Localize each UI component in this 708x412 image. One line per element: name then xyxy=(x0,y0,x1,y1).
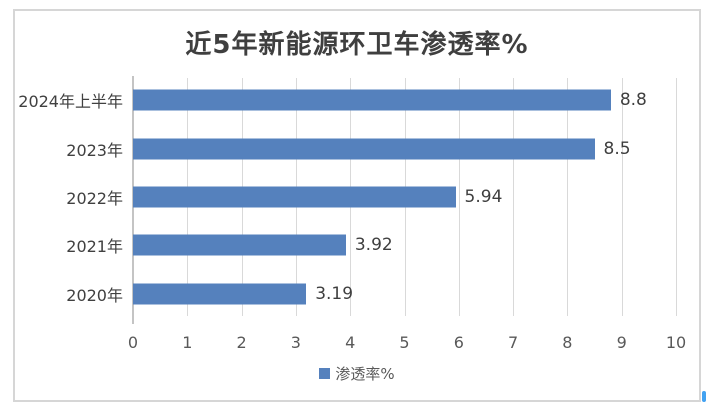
x-tick-label: 4 xyxy=(345,333,356,352)
bar-2023年[interactable] xyxy=(133,138,595,160)
gridline xyxy=(621,78,623,316)
gridline xyxy=(676,78,677,316)
category-labels: 2024年上半年 2023年 2022年 2021年 2020年 xyxy=(15,76,123,318)
x-tick-label: 5 xyxy=(399,333,410,352)
category-label: 2024年上半年 xyxy=(18,92,123,112)
chart-frame: 近5年新能源环卫车渗透率% 2024年上半年 2023年 2022年 2021年 202… xyxy=(13,9,701,402)
chart-title: 近5年新能源环卫车渗透率% xyxy=(185,30,529,60)
x-tick-label: 7 xyxy=(508,333,519,352)
plot-area: 8.8 8.5 5.94 3.92 3.19 xyxy=(132,76,677,324)
x-tick-label: 9 xyxy=(616,333,627,352)
bar-row: 8.8 xyxy=(133,76,676,124)
category-label: 2020年 xyxy=(66,285,123,305)
bar-2020年[interactable] xyxy=(133,283,307,305)
bar-value-label: 5.94 xyxy=(464,187,503,208)
bar-value-label: 3.19 xyxy=(315,283,354,304)
category-label: 2021年 xyxy=(66,237,123,257)
category-label: 2022年 xyxy=(66,189,123,209)
gridline xyxy=(567,78,569,316)
bar-row: 3.92 xyxy=(133,221,676,269)
category-label: 2023年 xyxy=(66,140,123,160)
bar-row: 5.94 xyxy=(133,173,676,221)
gridline xyxy=(513,78,515,316)
x-tick-label: 2 xyxy=(236,333,247,352)
bar-value-label: 8.8 xyxy=(619,90,647,111)
x-tick-label: 10 xyxy=(665,333,687,352)
legend[interactable]: 渗透率% xyxy=(15,363,699,384)
bar-2021年[interactable] xyxy=(133,234,346,256)
x-tick-label: 3 xyxy=(290,333,301,352)
bars-area: 8.8 8.5 5.94 3.92 3.19 xyxy=(133,76,676,318)
cursor-artifact xyxy=(702,391,706,402)
x-tick-label: 8 xyxy=(562,333,573,352)
bar-2022年[interactable] xyxy=(133,186,456,208)
bar-row: 8.5 xyxy=(133,124,676,172)
x-tick-label: 0 xyxy=(127,333,139,352)
x-tick-label: 1 xyxy=(182,333,193,352)
bar-row: 3.19 xyxy=(133,270,676,318)
x-tick-label: 6 xyxy=(453,333,464,352)
bar-value-label: 8.5 xyxy=(603,138,631,159)
x-axis: 0 1 2 3 4 5 6 7 8 9 10 xyxy=(128,333,686,355)
bar-2024年上半年[interactable] xyxy=(133,89,611,111)
legend-label: 渗透率% xyxy=(335,365,395,383)
gridline xyxy=(458,78,460,316)
legend-swatch-icon xyxy=(319,368,331,379)
bar-value-label: 3.92 xyxy=(354,235,393,256)
